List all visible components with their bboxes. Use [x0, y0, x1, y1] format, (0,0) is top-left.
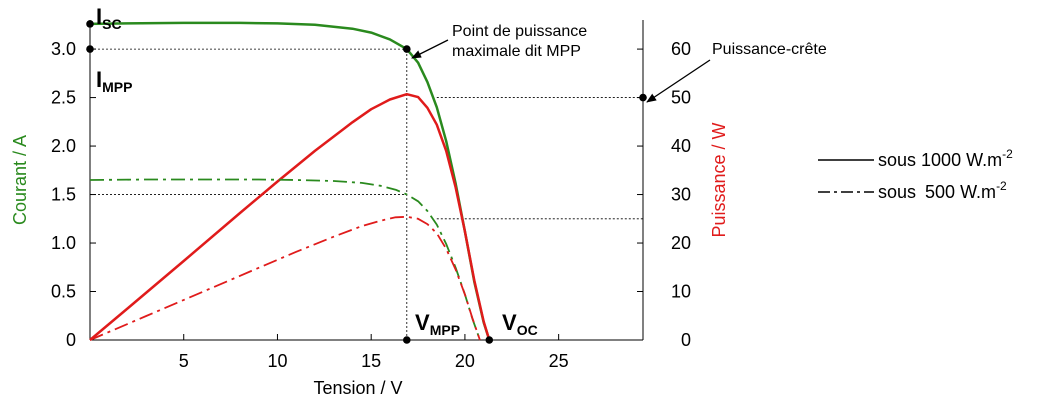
y-right-tick-label-3: 30 — [671, 185, 691, 205]
y-left-tick-label-6: 3.0 — [51, 39, 76, 59]
mpp-annotation-line2: maximale dit MPP — [452, 43, 581, 60]
peak-annotation: Puissance-crête — [712, 41, 827, 58]
series-power-1000 — [89, 92, 491, 341]
point-mpp — [403, 45, 411, 53]
y-right-tick-label-4: 40 — [671, 136, 691, 156]
y-right-tick-label-6: 60 — [671, 39, 691, 59]
x-tick-label-1: 10 — [267, 351, 287, 371]
key-points — [86, 20, 647, 344]
legend-item-1000: sous 1000 W.m-2 — [878, 147, 1013, 170]
legend: sous 1000 W.m-2 sous 500 W.m-2 — [818, 147, 1013, 202]
point-isc — [86, 20, 94, 28]
vmpp-label: VMPP — [415, 310, 460, 338]
y-left-tick-label-3: 1.5 — [51, 185, 76, 205]
y-left-tick-label-0: 0 — [66, 330, 76, 350]
voc-label: VOC — [502, 310, 538, 338]
point-impp — [86, 45, 94, 53]
y-axis-title-right: Puissance / W — [709, 122, 729, 237]
y-left-tick-label-5: 2.5 — [51, 88, 76, 108]
legend-item-500: sous 500 W.m-2 — [878, 179, 1007, 202]
peak-arrow — [646, 59, 711, 103]
point-peak — [639, 93, 647, 102]
series-current-1000 — [89, 21, 491, 341]
y-right-tick-label-1: 10 — [671, 282, 691, 302]
x-axis-title: Tension / V — [313, 378, 402, 398]
point-voc — [485, 336, 494, 344]
mpp-arrow — [411, 39, 449, 59]
tick-marks: 5 10 15 20 25 0 0.5 1.0 1.5 2.0 2.5 3.0 0 10 20 30 40 50 6… — [51, 39, 691, 371]
y-left-tick-label-2: 1.0 — [51, 233, 76, 253]
x-tick-label-3: 20 — [455, 351, 475, 371]
y-left-tick-label-4: 2.0 — [51, 136, 76, 156]
x-tick-label-0: 5 — [179, 351, 189, 371]
point-vmpp — [403, 336, 411, 344]
x-tick-label-2: 15 — [361, 351, 381, 371]
y-left-tick-label-1: 0.5 — [51, 282, 76, 302]
guide-lines — [90, 48, 643, 340]
series-power-500 — [89, 215, 481, 341]
y-right-tick-label-2: 20 — [671, 233, 691, 253]
series-current-500 — [89, 178, 481, 341]
series-lines — [89, 21, 491, 341]
isc-label: ISC — [96, 4, 122, 32]
x-tick-label-4: 25 — [549, 351, 569, 371]
y-right-tick-label-5: 50 — [671, 88, 691, 108]
mpp-annotation-line1: Point de puissance — [452, 23, 587, 40]
y-right-tick-label-0: 0 — [681, 330, 691, 350]
y-axis-title-left: Courant / A — [10, 135, 30, 225]
impp-label: IMPP — [96, 67, 132, 95]
